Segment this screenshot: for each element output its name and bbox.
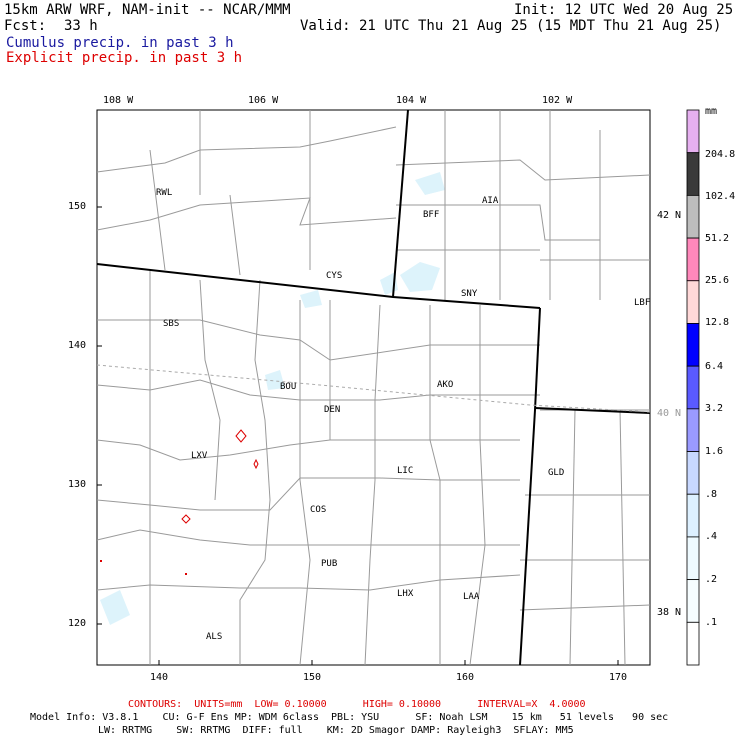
colorbar-swatch	[686, 237, 700, 282]
station-pub: PUB	[321, 559, 338, 569]
colorbar-level: 25.6	[705, 275, 730, 286]
colorbar-swatch	[686, 194, 700, 239]
colorbar-swatch	[686, 365, 700, 410]
lat-label-40n: 40 N	[657, 408, 682, 419]
frame-ticks	[97, 206, 619, 665]
colorbar-level: .1	[705, 617, 718, 628]
latitude-40n-line	[96, 364, 651, 413]
station-als: ALS	[206, 632, 223, 642]
x-tick-170: 170	[609, 672, 628, 683]
colorbar-level: .8	[705, 489, 718, 500]
lon-label-106w: 106 W	[248, 95, 279, 106]
explicit-precip-marks	[181, 429, 259, 524]
county-boundaries	[96, 110, 651, 666]
station-gld: GLD	[548, 468, 565, 478]
model-info-line2: LW: RRTMG SW: RRTMG DIFF: full KM: 2D Sm…	[98, 725, 574, 736]
lat-label-38n: 38 N	[657, 607, 682, 618]
colorbar-level: .4	[705, 531, 718, 542]
colorbar-level: 102.4	[705, 191, 736, 202]
colorbar-level: 204.8	[705, 149, 736, 160]
colorbar-level: 6.4	[705, 361, 724, 372]
colorbar-swatch	[686, 109, 700, 154]
station-bou: BOU	[280, 382, 297, 392]
colorbar-swatch	[686, 408, 700, 452]
colorbar-level: .2	[705, 574, 718, 585]
lat-label-42n: 42 N	[657, 210, 682, 221]
colorbar-swatch	[686, 579, 700, 623]
colorbar-swatch	[686, 451, 700, 495]
plot-title: 15km ARW WRF, NAM-init -- NCAR/MMM	[4, 2, 291, 18]
y-tick-120: 120	[68, 618, 87, 629]
explicit-precip-dots	[100, 560, 187, 575]
state-boundaries	[96, 109, 651, 666]
station-sny: SNY	[461, 289, 478, 299]
station-sbs: SBS	[163, 319, 180, 329]
station-aia: AIA	[482, 196, 499, 206]
colorbar	[686, 109, 700, 666]
station-ako: AKO	[437, 380, 454, 390]
x-tick-160: 160	[456, 672, 475, 683]
y-tick-130: 130	[68, 479, 87, 490]
station-bff: BFF	[423, 210, 440, 220]
colorbar-swatch	[686, 323, 700, 367]
valid-time: Valid: 21 UTC Thu 21 Aug 25 (15 MDT Thu …	[300, 18, 722, 34]
station-lbf: LBF	[634, 298, 651, 308]
forecast-hour: 33 h	[64, 18, 98, 34]
station-cys: CYS	[326, 271, 343, 281]
contours-info: CONTOURS: UNITS=mm LOW= 0.10000 HIGH= 0.…	[128, 699, 586, 710]
station-lxv: LXV	[191, 451, 208, 461]
x-tick-150: 150	[303, 672, 322, 683]
lon-label-102w: 102 W	[542, 95, 573, 106]
forecast-label: Fcst:	[4, 18, 47, 34]
station-cos: COS	[310, 505, 327, 515]
map-frame	[96, 109, 651, 666]
lon-label-108w: 108 W	[103, 95, 134, 106]
colorbar-swatch	[686, 536, 700, 581]
station-den: DEN	[324, 405, 341, 415]
lon-label-104w: 104 W	[396, 95, 427, 106]
init-time: Init: 12 UTC Wed 20 Aug 25	[514, 2, 734, 18]
colorbar-level: 1.6	[705, 446, 724, 457]
colorbar-level: 12.8	[705, 317, 730, 328]
colorbar-level: 3.2	[705, 403, 724, 414]
station-laa: LAA	[463, 592, 480, 602]
x-tick-140: 140	[150, 672, 169, 683]
colorbar-swatch	[686, 280, 700, 324]
explicit-legend: Explicit precip. in past 3 h	[6, 50, 243, 66]
y-tick-150: 150	[68, 201, 87, 212]
station-rwl: RWL	[156, 188, 173, 198]
model-info-line1: Model Info: V3.8.1 CU: G-F Ens MP: WDM 6…	[30, 712, 669, 723]
colorbar-swatch	[686, 493, 700, 538]
y-tick-140: 140	[68, 340, 87, 351]
colorbar-unit: mm	[705, 106, 718, 117]
station-lic: LIC	[397, 466, 414, 476]
cumulus-legend: Cumulus precip. in past 3 h	[6, 35, 234, 51]
colorbar-level: 51.2	[705, 233, 730, 244]
colorbar-swatch	[686, 152, 700, 196]
colorbar-swatch	[686, 621, 700, 666]
station-lhx: LHX	[397, 589, 414, 599]
